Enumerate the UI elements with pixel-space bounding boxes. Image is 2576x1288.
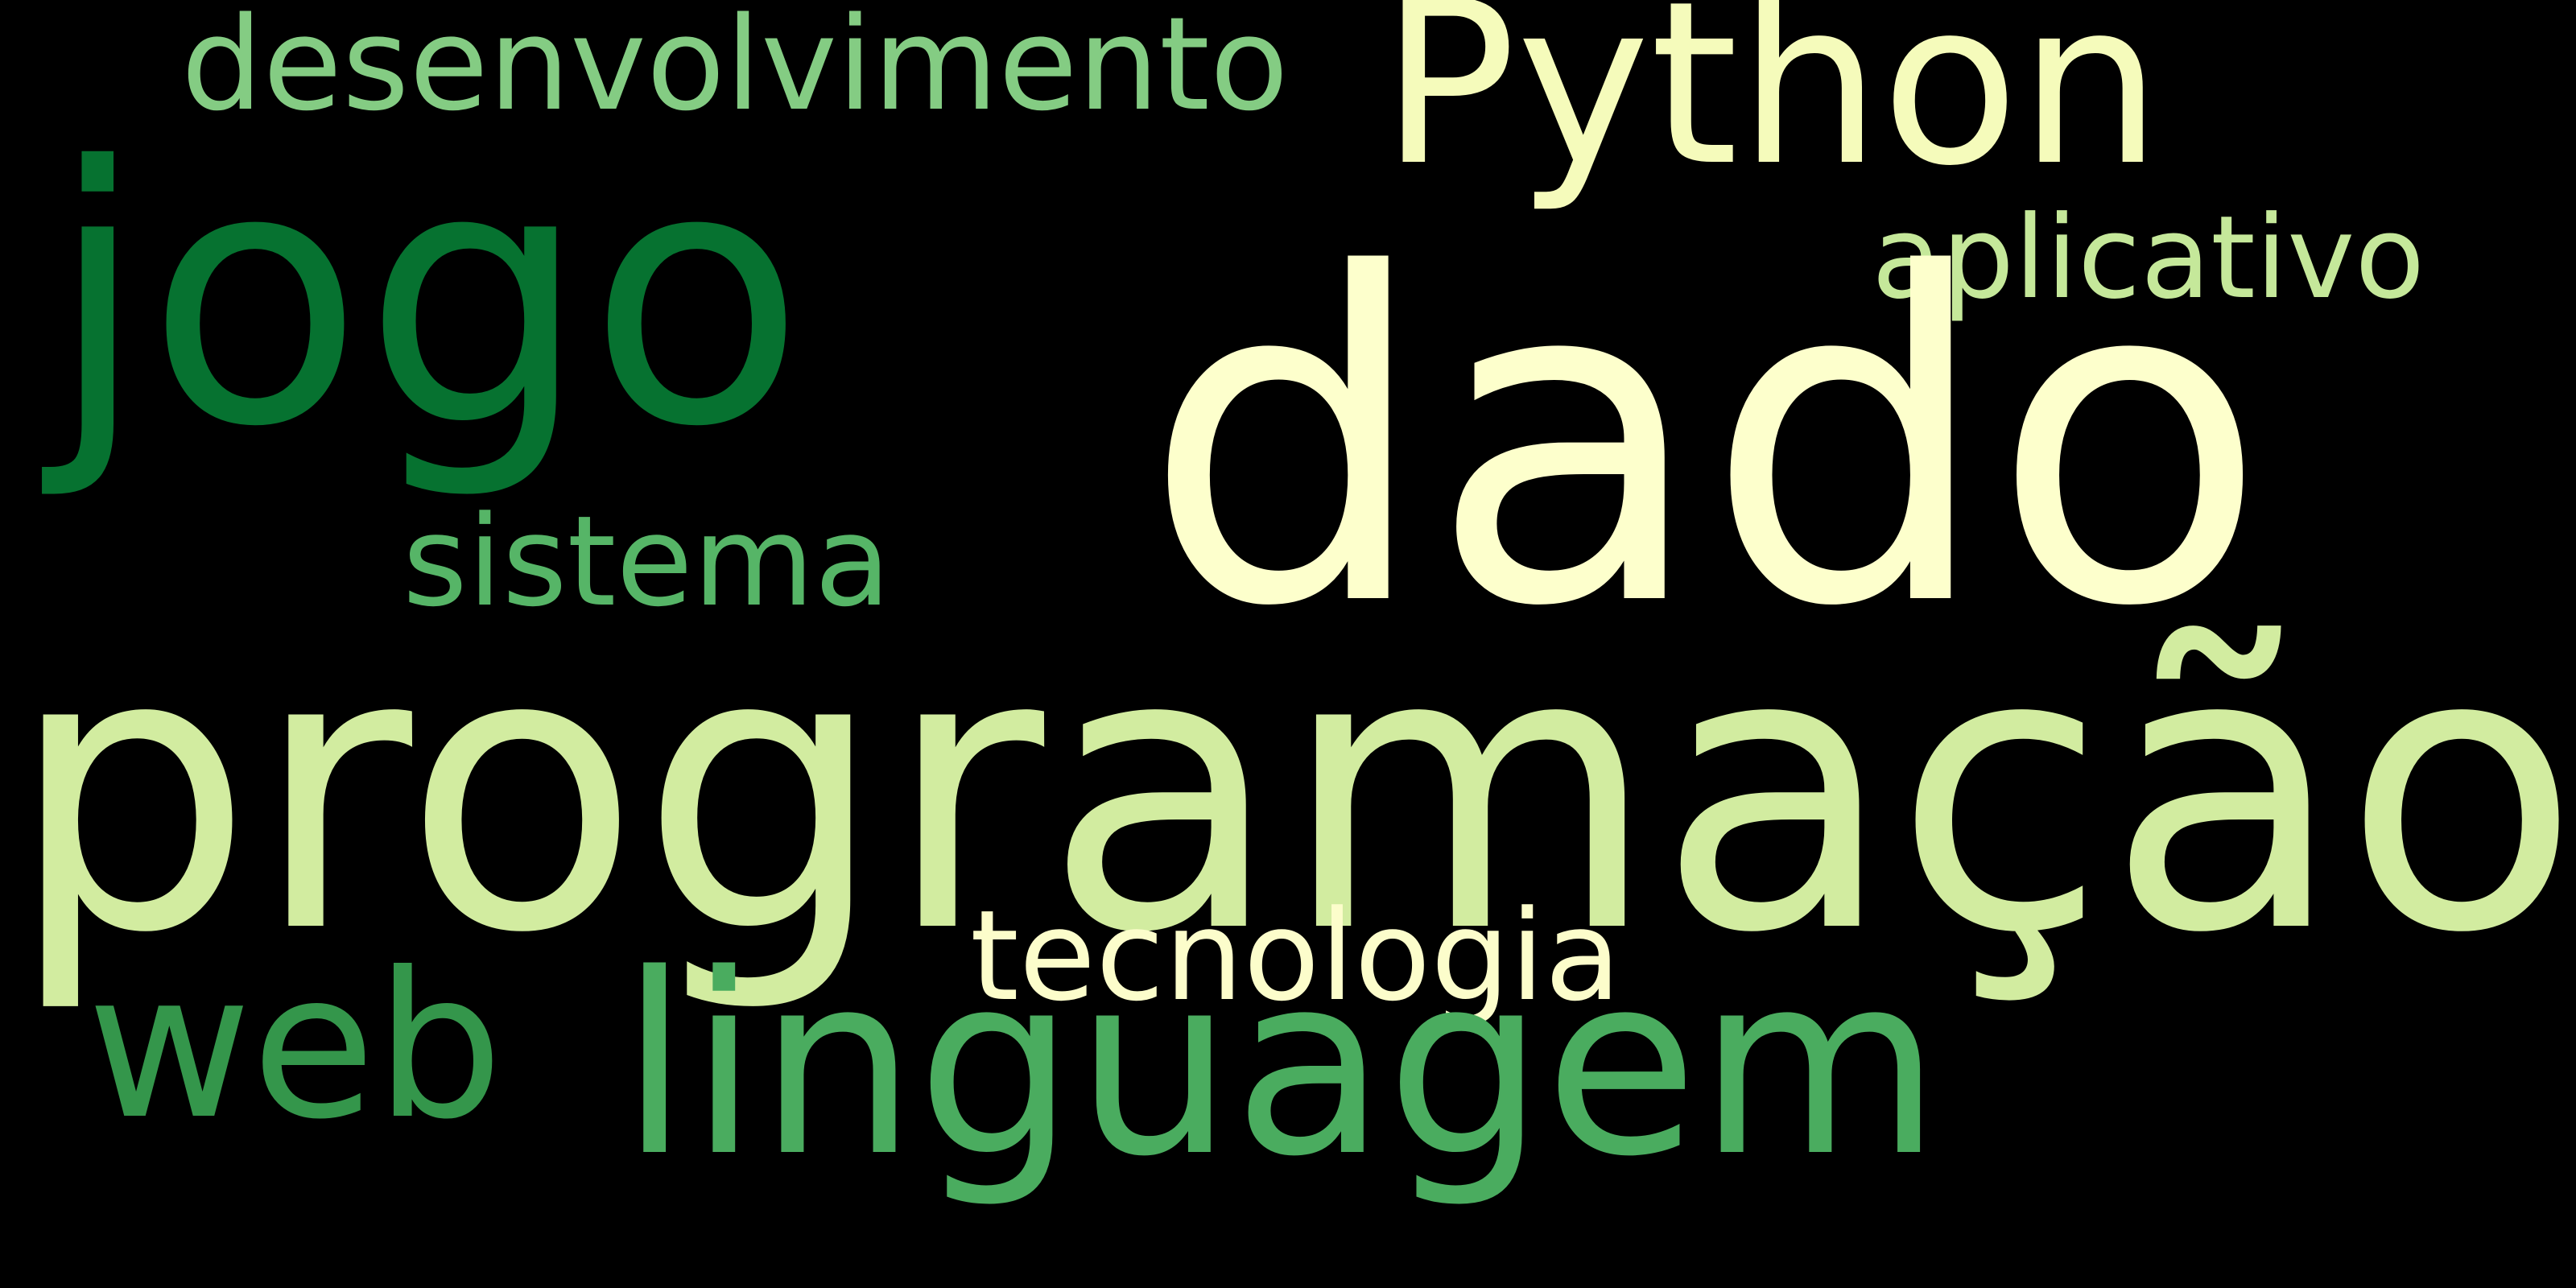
word-jogo: jogo — [48, 92, 805, 504]
word-sistema: sistema — [402, 489, 891, 634]
word-python: Python — [1381, 0, 2162, 216]
word-tecnologia: tecnologia — [970, 883, 1621, 1029]
word-aplicativo: aplicativo — [1872, 192, 2425, 324]
word-dado: dado — [1143, 180, 2268, 705]
word-web: web — [87, 929, 503, 1163]
word-desenvolvimento: desenvolvimento — [181, 0, 1289, 139]
word-programacao: programação — [8, 568, 2576, 1018]
word-linguagem: linguagem — [620, 921, 1942, 1212]
